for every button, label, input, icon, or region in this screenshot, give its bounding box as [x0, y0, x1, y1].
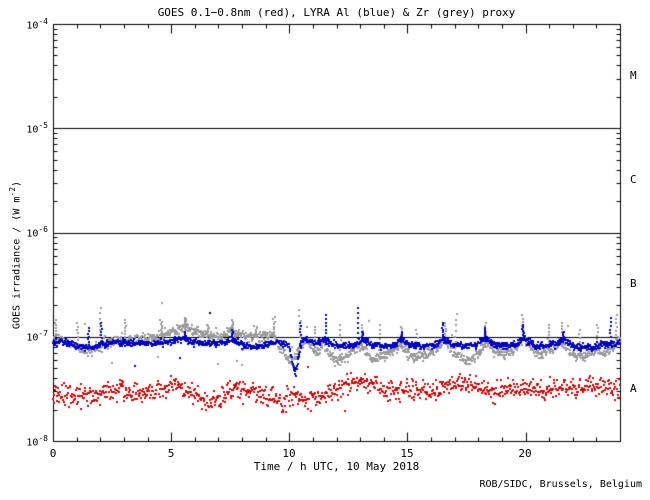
x-axis-title: Time / h UTC, 10 May 2018 [253, 460, 420, 473]
flare-class-label-b: B [630, 277, 637, 290]
y-tick-label: 10-5 [26, 121, 48, 136]
x-tick-label: 10 [282, 447, 296, 460]
flare-class-label-m: M [630, 69, 637, 82]
flare-class-label-a: A [630, 382, 637, 395]
x-tick-label: 0 [49, 447, 57, 460]
x-tick-label: 15 [400, 447, 414, 460]
credit-text: ROB/SIDC, Brussels, Belgium [479, 479, 642, 490]
x-tick-label: 5 [167, 447, 175, 460]
chart-title: GOES 0.1−0.8nm (red), LYRA Al (blue) & Z… [157, 6, 516, 19]
flare-class-label-c: C [630, 173, 637, 186]
y-axis-title-text: GOES irradiance / (W m [11, 196, 23, 330]
y-tick-label: 10-8 [26, 434, 48, 449]
x-tick-label: 20 [518, 447, 532, 460]
y-axis-title: GOES irradiance / (W m-2) [8, 181, 22, 329]
y-tick-label: 10-7 [26, 329, 48, 344]
y-axis-title-exponent: -2 [8, 186, 17, 197]
y-tick-label: 10-6 [26, 225, 48, 240]
y-axis-title-close: ) [11, 180, 23, 187]
y-tick-label: 10-4 [26, 17, 48, 32]
